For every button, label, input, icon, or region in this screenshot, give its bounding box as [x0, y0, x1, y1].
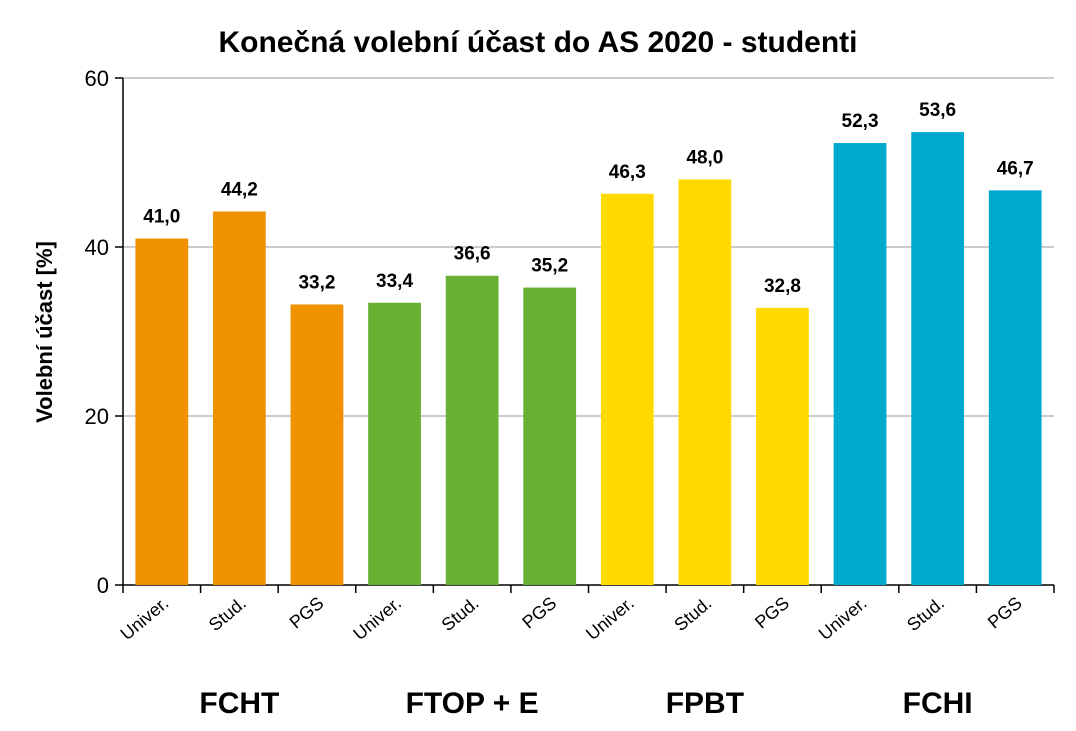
bar: [445, 275, 499, 585]
x-tick-label: Univer.: [117, 593, 173, 644]
data-label: 46,7: [997, 158, 1034, 179]
x-tick-label: Stud.: [438, 593, 483, 635]
y-tick-label: 60: [85, 66, 109, 91]
x-tick-label: PGS: [984, 593, 1026, 633]
bar: [368, 302, 421, 585]
data-label: 46,3: [609, 162, 646, 183]
x-tick-label: Univer.: [815, 593, 871, 644]
x-tick-label: Stud.: [670, 593, 715, 635]
bar: [523, 287, 577, 585]
group-label: FCHI: [903, 687, 973, 720]
data-label: 35,2: [531, 256, 568, 277]
plot-area: 0 20 40 60 41,0 Univer. 44,2 Stud. 33,2 PGS FCHT 33…: [85, 66, 1055, 720]
group-label: FTOP + E: [406, 687, 539, 720]
data-label: 33,4: [376, 271, 413, 292]
bar: [833, 143, 887, 585]
bar: [135, 238, 189, 586]
x-tick-label: PGS: [518, 593, 560, 633]
data-label: 32,8: [764, 276, 801, 297]
x-tick-label: Univer.: [349, 593, 405, 644]
data-label: 36,6: [454, 244, 491, 265]
bar: [911, 132, 965, 585]
data-label: 53,6: [919, 100, 956, 121]
x-tick-label: Stud.: [903, 593, 948, 635]
data-label: 41,0: [143, 207, 180, 228]
data-label: 52,3: [842, 111, 879, 132]
y-tick-label: 20: [85, 404, 109, 429]
data-label: 48,0: [686, 147, 723, 168]
y-axis-label: Volební účast [%]: [32, 241, 57, 423]
data-label: 33,2: [298, 272, 335, 293]
group-label: FPBT: [666, 687, 744, 720]
x-tick-label: PGS: [751, 593, 793, 633]
y-tick-label: 40: [85, 235, 109, 260]
x-tick-label: PGS: [286, 593, 328, 633]
bar: [290, 304, 344, 585]
bar: [600, 193, 654, 585]
x-tick-label: Stud.: [205, 593, 250, 635]
x-tick-label: Univer.: [582, 593, 638, 644]
bar: [678, 179, 732, 585]
bar: [756, 307, 809, 585]
bar: [212, 211, 266, 585]
group-label: FCHT: [199, 687, 279, 720]
chart-title: Konečná volební účast do AS 2020 - stude…: [218, 26, 857, 59]
y-tick-label: 0: [97, 573, 109, 598]
bar: [988, 190, 1042, 585]
data-label: 44,2: [221, 180, 258, 201]
